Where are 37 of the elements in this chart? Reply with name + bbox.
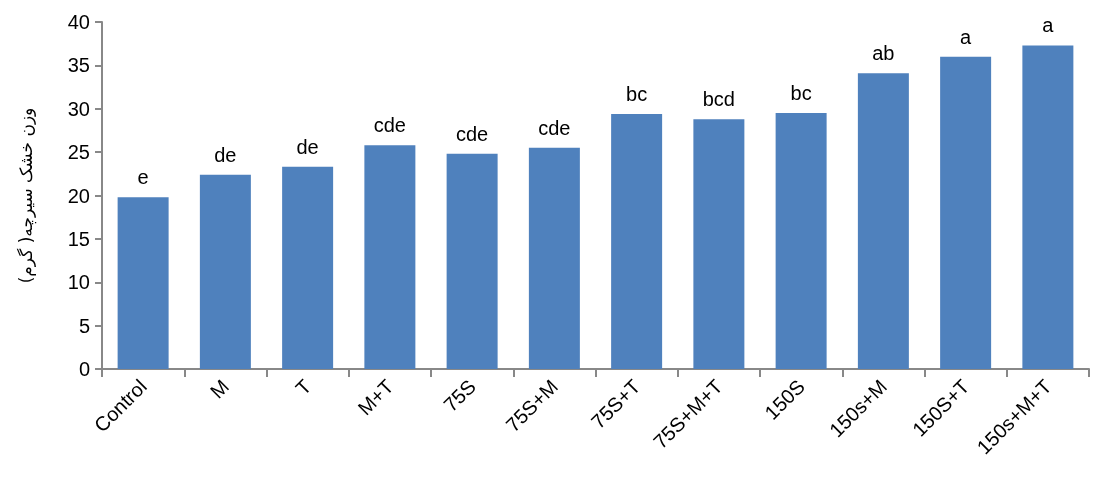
y-tick-label: 15 bbox=[67, 227, 90, 250]
data-label: bc bbox=[626, 82, 648, 105]
y-tick-label: 30 bbox=[67, 97, 90, 120]
data-label: cde bbox=[538, 116, 571, 139]
bar bbox=[117, 197, 169, 369]
data-label: a bbox=[960, 25, 973, 48]
y-tick-label: 20 bbox=[67, 184, 90, 207]
bar bbox=[693, 119, 745, 369]
bar bbox=[528, 147, 580, 369]
bar bbox=[1022, 45, 1074, 369]
data-label: ab bbox=[872, 42, 895, 65]
data-label: de bbox=[296, 135, 319, 158]
y-tick-label: 0 bbox=[78, 358, 90, 380]
bar bbox=[364, 145, 416, 369]
data-label: cde bbox=[456, 122, 489, 145]
bar bbox=[446, 153, 498, 369]
y-axis-title: وزن خشک سیرچه( گرم) bbox=[15, 107, 37, 284]
data-label: a bbox=[1042, 14, 1055, 37]
bar bbox=[199, 174, 251, 369]
y-tick-label: 35 bbox=[67, 54, 90, 77]
bar bbox=[282, 166, 334, 369]
x-tick-label: 75S bbox=[439, 375, 480, 416]
y-tick-label: 10 bbox=[67, 271, 90, 294]
y-tick-label: 5 bbox=[78, 314, 90, 337]
bar bbox=[611, 113, 663, 369]
y-tick-label: 40 bbox=[67, 11, 90, 33]
bar bbox=[940, 56, 992, 369]
data-label: de bbox=[214, 143, 237, 166]
x-tick-label: T bbox=[291, 375, 316, 400]
data-label: bc bbox=[790, 82, 812, 105]
bar bbox=[857, 73, 909, 369]
x-tick-label: M bbox=[205, 375, 234, 403]
data-label: e bbox=[137, 166, 149, 189]
data-label: cde bbox=[373, 114, 406, 137]
bar bbox=[775, 113, 827, 369]
y-tick-label: 25 bbox=[67, 141, 90, 164]
data-label: bcd bbox=[702, 88, 735, 111]
